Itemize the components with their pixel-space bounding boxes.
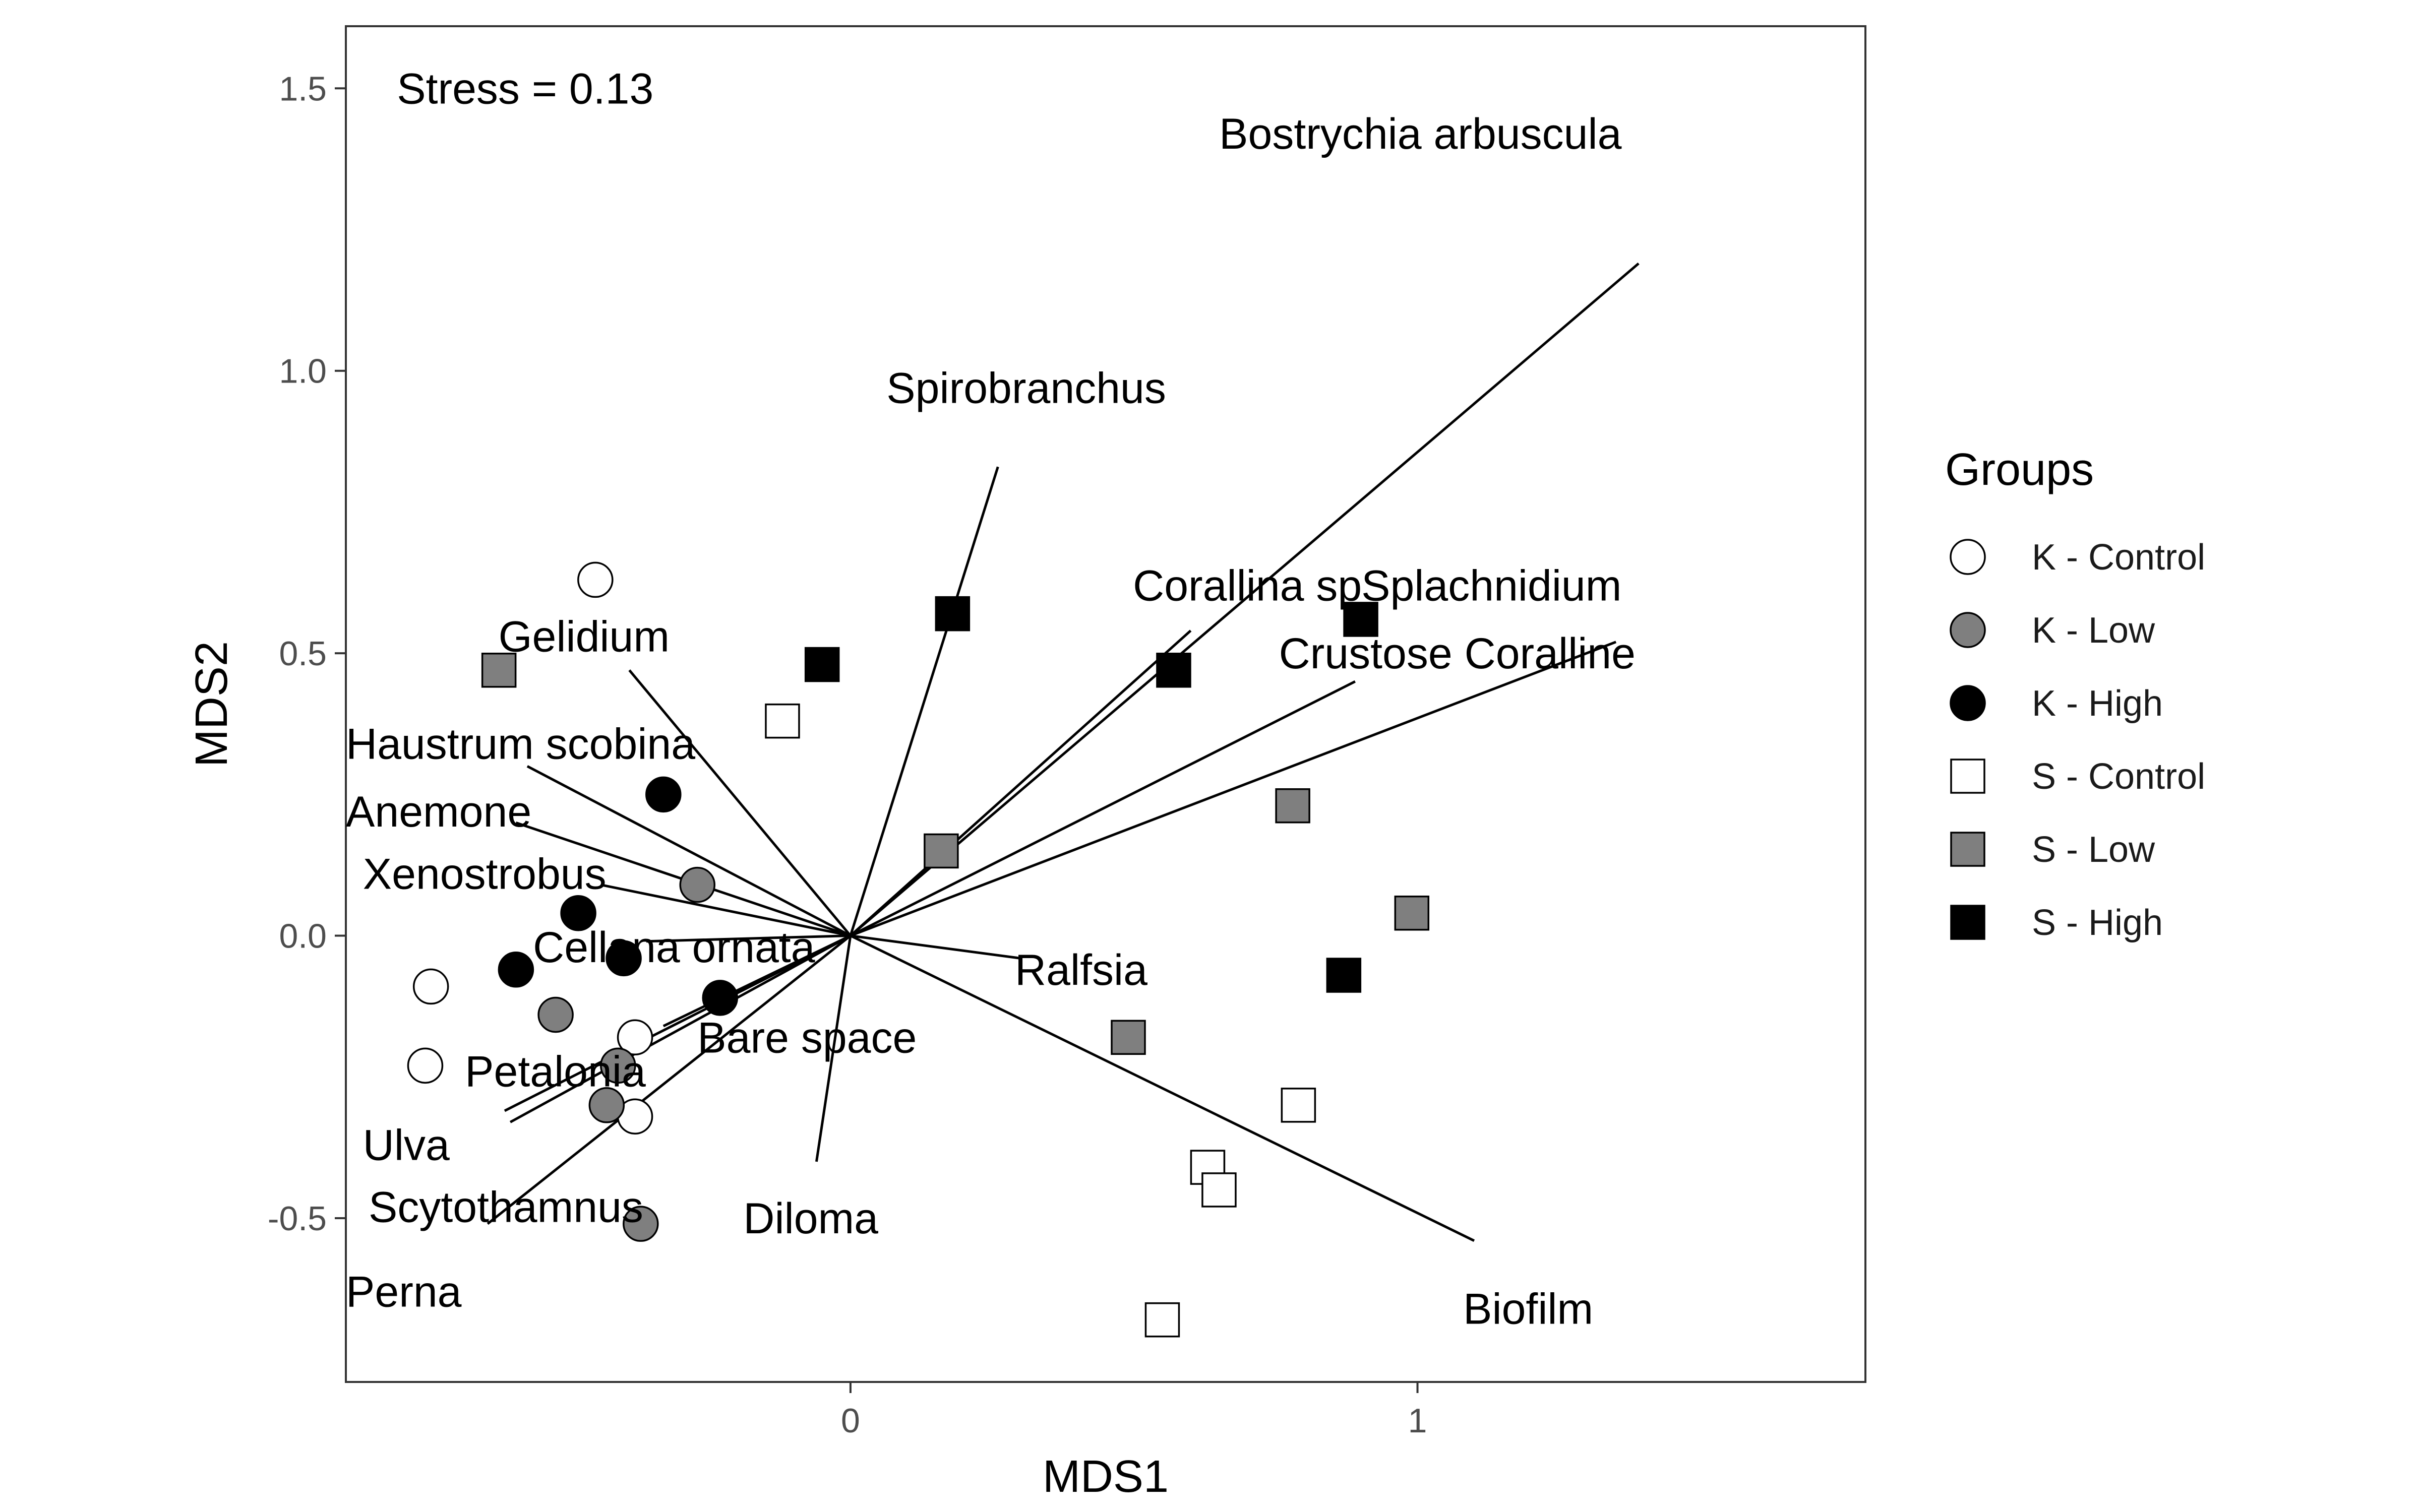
vector-corallina-sp — [850, 629, 1192, 937]
point-k-control — [617, 1019, 653, 1056]
vector-petalonia — [504, 934, 852, 1112]
vector-haustrum-scobina — [526, 765, 852, 937]
point-k-low — [537, 996, 574, 1033]
point-s-high — [1326, 958, 1362, 993]
legend-label-k-low: K - Low — [2032, 610, 2155, 651]
y-tick-label: 1.0 — [279, 352, 327, 391]
vector-ulva — [509, 934, 852, 1123]
legend-key-k-low — [1950, 612, 1986, 648]
vector-splachnidium — [850, 641, 1617, 937]
point-k-control — [577, 561, 614, 598]
vector-ralfsia — [850, 934, 1021, 960]
legend-key-s-low — [1950, 832, 1985, 867]
y-tick-label: 0.0 — [279, 917, 327, 956]
legend-items: K - Control K - Low K - High S - Control S -… — [1950, 537, 2205, 943]
legend-item-k-low: K - Low — [1950, 610, 2155, 651]
legend-item-s-low: S - Low — [1950, 830, 2155, 870]
y-tick-label: 1.5 — [279, 70, 327, 108]
point-s-low — [481, 653, 517, 688]
vector-label-splachnidium: Splachnidium — [1361, 562, 1621, 610]
vector-label-cellana-ornata: Cellana ornata — [533, 923, 815, 972]
legend-key-s-control — [1950, 759, 1985, 794]
panel-border — [345, 25, 1866, 1383]
point-s-high — [804, 647, 840, 682]
point-s-high — [1156, 653, 1191, 688]
y-tick-label: 0.5 — [279, 635, 327, 673]
vector-label-ralfsia: Ralfsia — [1015, 946, 1147, 994]
vectors-layer — [487, 262, 1640, 1242]
vector-xenostrobus — [600, 884, 851, 937]
point-k-control — [412, 968, 449, 1005]
point-s-high — [1343, 602, 1378, 637]
x-tick-label: 1 — [1408, 1402, 1427, 1440]
point-s-high — [935, 596, 971, 632]
point-s-low — [1111, 1020, 1146, 1055]
vector-label-anemone: Anemone — [346, 788, 531, 836]
legend-label-s-high: S - High — [2032, 903, 2163, 943]
vector-label-biofilm: Biofilm — [1463, 1285, 1593, 1333]
vector-diloma — [815, 935, 852, 1162]
point-k-high — [560, 895, 596, 931]
point-k-low — [588, 1087, 625, 1123]
legend-label-s-low: S - Low — [2032, 830, 2155, 870]
legend-label-k-control: K - Control — [2032, 537, 2205, 578]
vector-label-diloma: Diloma — [743, 1194, 878, 1243]
vector-label-haustrum-scobina: Haustrum scobina — [346, 720, 695, 768]
vector-label-corallina-sp: Corallina sp — [1133, 562, 1362, 610]
vector-cellana-ornata — [646, 934, 851, 943]
legend-title: Groups — [1945, 445, 2094, 495]
point-k-high — [645, 776, 682, 813]
x-tick-label: 0 — [841, 1402, 860, 1440]
point-s-control — [765, 703, 800, 739]
point-s-control — [1201, 1172, 1237, 1208]
legend-key-k-high — [1950, 685, 1986, 721]
legend-item-k-control: K - Control — [1950, 537, 2205, 578]
legend-label-k-high: K - High — [2032, 683, 2163, 724]
vector-label-bare-space: Bare space — [697, 1014, 917, 1062]
vector-label-xenostrobus: Xenostrobus — [363, 850, 607, 898]
point-s-low — [924, 833, 959, 869]
point-k-low — [600, 1047, 636, 1084]
x-axis-title: MDS1 — [1043, 1452, 1169, 1502]
point-k-high — [498, 952, 534, 988]
point-k-low — [623, 1206, 659, 1242]
vector-label-ulva: Ulva — [363, 1121, 450, 1169]
y-tick-label: -0.5 — [268, 1200, 327, 1238]
point-s-low — [1275, 788, 1310, 824]
legend-item-s-high: S - High — [1950, 903, 2163, 943]
vector-label-crustose-coralline: Crustose Coralline — [1279, 629, 1636, 678]
legend-label-s-control: S - Control — [2032, 757, 2205, 797]
y-axis-title: MDS2 — [187, 641, 237, 767]
legend-item-k-high: K - High — [1950, 683, 2163, 724]
vector-label-bostrychia-arbuscula: Bostrychia arbuscula — [1219, 110, 1621, 158]
legend-key-k-control — [1950, 539, 1986, 575]
point-k-low — [679, 866, 716, 903]
vector-spirobranchus — [849, 466, 999, 936]
point-s-control — [1281, 1088, 1316, 1123]
point-k-high — [606, 940, 642, 977]
plot-panel: Bostrychia arbuscula Spirobranchus Coralli… — [345, 25, 1866, 1383]
legend: Groups K - Control K - Low K - High S - Con… — [1945, 445, 2205, 943]
vector-label-gelidium: Gelidium — [499, 613, 670, 661]
point-s-low — [1394, 895, 1430, 931]
point-s-control — [1144, 1302, 1180, 1338]
vector-crustose-coralline — [850, 680, 1356, 937]
vector-biofilm — [850, 934, 1475, 1242]
vector-scytothamnus — [487, 934, 852, 1225]
axes-layer: 0 1 -0.5 0.0 0.5 1.0 1.5 — [268, 70, 1427, 1440]
vector-label-perna: Perna — [346, 1268, 462, 1316]
vector-bostrychia-arbuscula — [850, 262, 1640, 937]
vector-gelidium — [628, 669, 852, 937]
point-k-high — [702, 980, 739, 1016]
point-k-control — [407, 1047, 444, 1084]
points-layer — [407, 561, 1430, 1338]
vector-label-spirobranchus: Spirobranchus — [886, 364, 1166, 412]
stress-annotation: Stress = 0.13 — [397, 65, 653, 113]
vector-label-scytothamnus: Scytothamnus — [369, 1183, 643, 1232]
labels-layer: Bostrychia arbuscula Spirobranchus Coralli… — [346, 110, 1636, 1333]
legend-key-s-high — [1950, 905, 1985, 940]
vector-label-petalonia: Petalonia — [465, 1048, 646, 1096]
legend-item-s-control: S - Control — [1950, 757, 2205, 797]
